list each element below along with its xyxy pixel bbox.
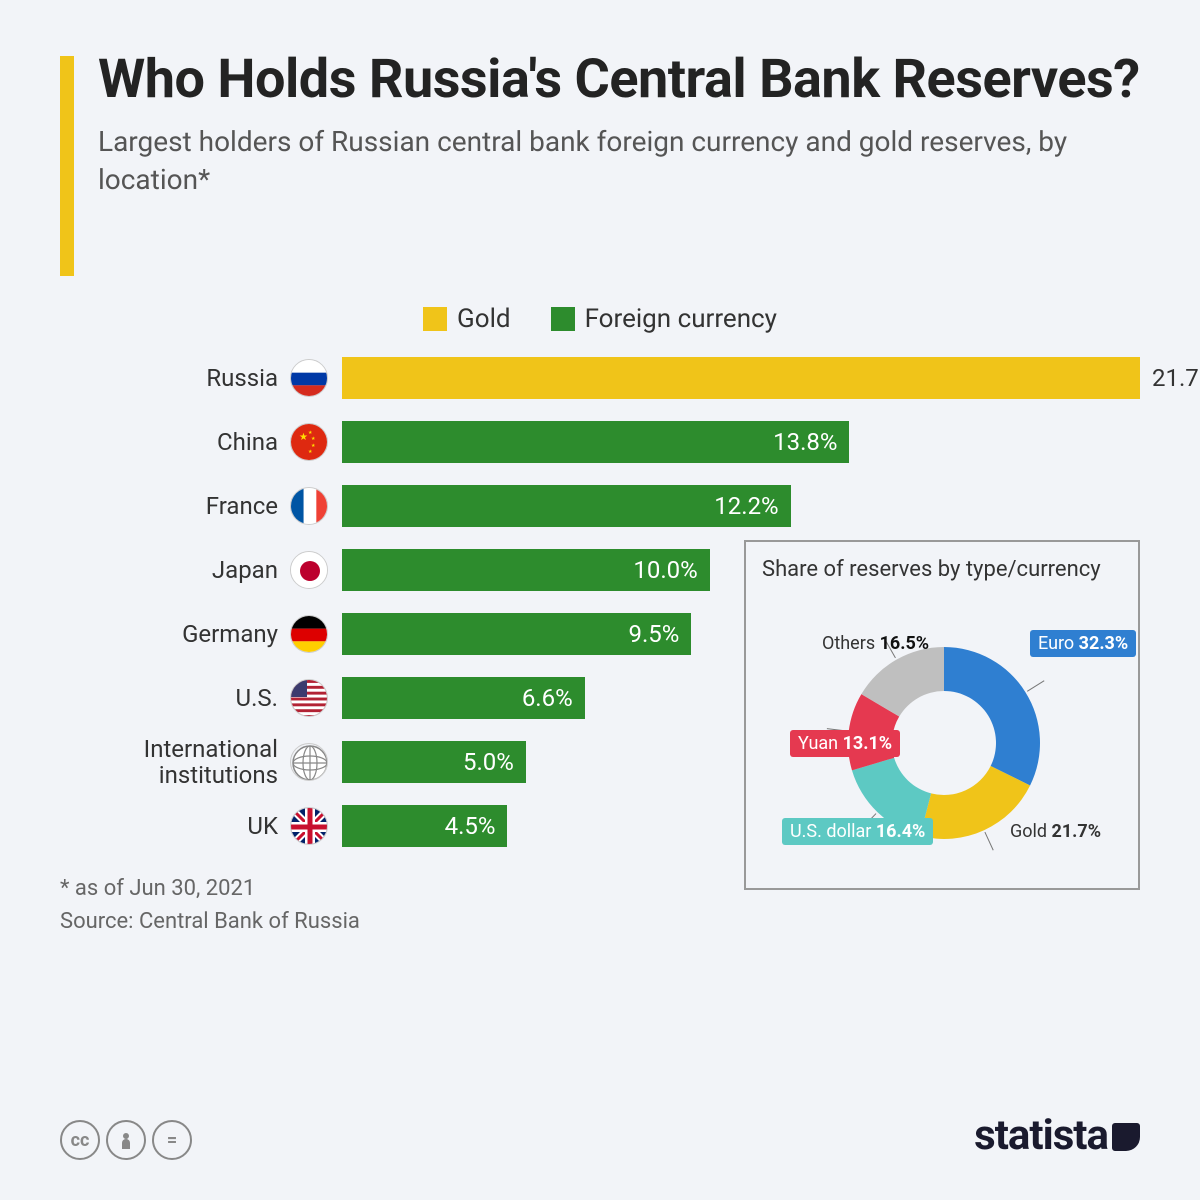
bar-label: Germany — [60, 621, 290, 647]
svg-text:★: ★ — [299, 432, 308, 443]
bar-label: UK — [60, 813, 290, 839]
bar-value: 5.0% — [463, 748, 514, 776]
donut-label: Yuan 13.1% — [790, 733, 900, 754]
footnote-source: Source: Central Bank of Russia — [60, 905, 1140, 938]
donut-label: Gold 21.7% — [1010, 821, 1101, 842]
bar-value: 6.6% — [522, 684, 573, 712]
donut-label: Euro 32.3% — [1030, 633, 1136, 654]
footer: cc = statista — [60, 1111, 1140, 1160]
flag-icon — [290, 359, 328, 397]
svg-text:★: ★ — [308, 449, 313, 455]
brand-logo: statista — [974, 1111, 1140, 1160]
flag-icon — [290, 487, 328, 525]
bar-row: France 12.2% — [60, 480, 1140, 532]
header: Who Holds Russia's Central Bank Reserves… — [60, 50, 1140, 276]
accent-bar — [60, 56, 74, 276]
bar-label: U.S. — [60, 685, 290, 711]
legend-gold-label: Gold — [457, 304, 511, 334]
by-icon — [106, 1120, 146, 1160]
nd-icon: = — [152, 1120, 192, 1160]
flag-icon — [290, 551, 328, 589]
legend-fx-label: Foreign currency — [585, 304, 777, 334]
legend-gold: Gold — [423, 304, 511, 334]
page-subtitle: Largest holders of Russian central bank … — [98, 123, 1140, 199]
flag-icon — [290, 615, 328, 653]
bar-label: International institutions — [60, 736, 290, 789]
flag-icon — [290, 679, 328, 717]
bar-value: 4.5% — [445, 812, 496, 840]
bar-track: 12.2% — [342, 485, 1140, 527]
donut-slice — [944, 647, 1040, 786]
bar-value: 21.7% — [1152, 364, 1200, 392]
bar-value: 10.0% — [633, 556, 697, 584]
bar-fill — [342, 357, 1140, 399]
donut-label: Others 16.5% — [822, 633, 929, 654]
swatch-fx — [551, 307, 575, 331]
chart-legend: Gold Foreign currency — [60, 304, 1140, 334]
bar-track: 21.7% — [342, 357, 1140, 399]
donut-title: Share of reserves by type/currency — [762, 556, 1122, 585]
bar-label: Japan — [60, 557, 290, 583]
bar-label: China — [60, 429, 290, 455]
bar-chart: Russia 21.7% China★★★★★ 13.8% France 12.2% Jap… — [60, 352, 1140, 852]
swatch-gold — [423, 307, 447, 331]
donut-panel: Share of reserves by type/currency Euro … — [744, 540, 1140, 890]
svg-text:★: ★ — [311, 436, 316, 442]
page-title: Who Holds Russia's Central Bank Reserves… — [98, 50, 1140, 109]
bar-label: France — [60, 493, 290, 519]
flag-icon — [290, 807, 328, 845]
bar-row: Russia 21.7% — [60, 352, 1140, 404]
legend-fx: Foreign currency — [551, 304, 777, 334]
donut-chart: Euro 32.3%Gold 21.7%U.S. dollar 16.4%Yua… — [762, 593, 1122, 853]
bar-value: 9.5% — [628, 620, 679, 648]
donut-label: U.S. dollar 16.4% — [782, 821, 933, 842]
bar-value: 12.2% — [714, 492, 778, 520]
bar-label: Russia — [60, 365, 290, 391]
flag-icon — [290, 743, 328, 781]
flag-icon: ★★★★★ — [290, 423, 328, 461]
cc-icon: cc — [60, 1120, 100, 1160]
bar-value: 13.8% — [773, 428, 837, 456]
bar-row: China★★★★★ 13.8% — [60, 416, 1140, 468]
bar-track: 13.8% — [342, 421, 1140, 463]
license-icons: cc = — [60, 1120, 192, 1160]
